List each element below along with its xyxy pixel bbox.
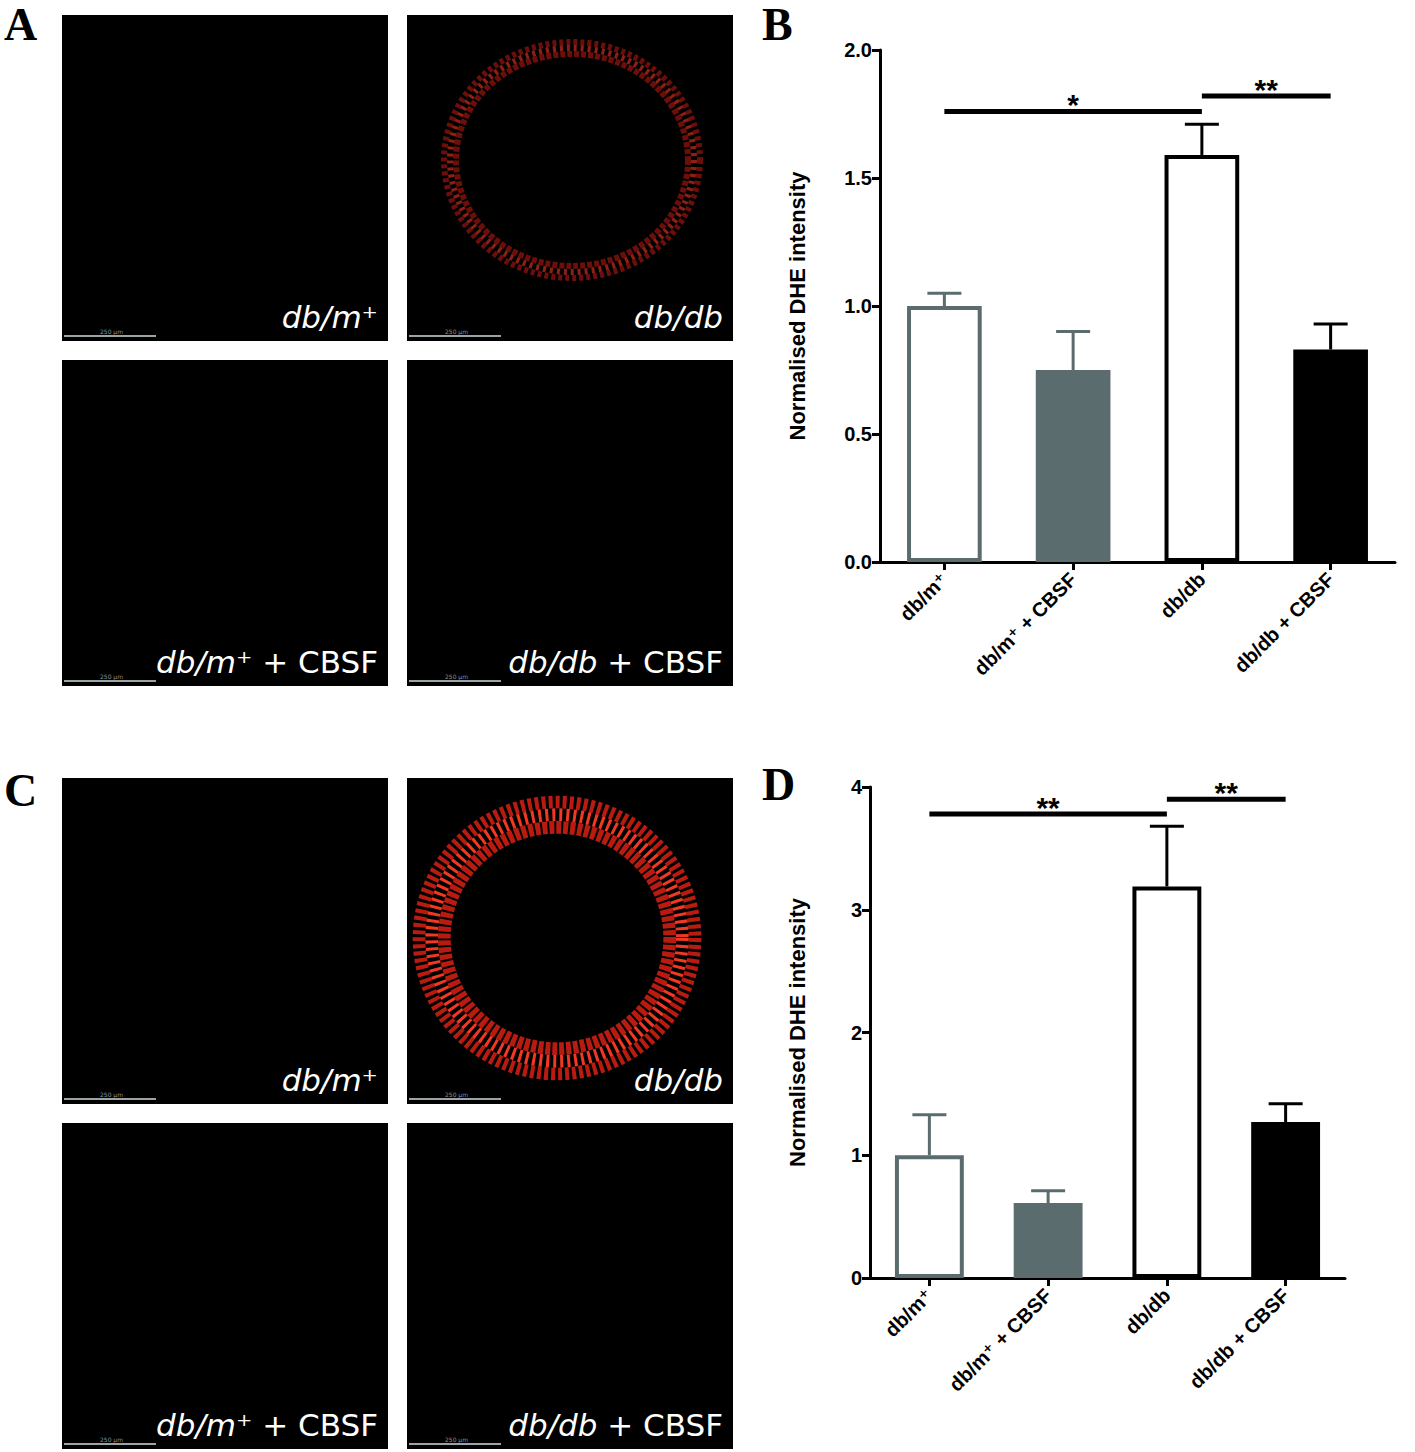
svg-text:Normalised DHE intensity: Normalised DHE intensity bbox=[785, 171, 810, 441]
svg-text:0: 0 bbox=[851, 1267, 862, 1289]
svg-text:1.5: 1.5 bbox=[844, 167, 872, 189]
html-text:250 µm: 250 µm bbox=[445, 1436, 468, 1443]
svg-text:db/m⁺ + CBSF: db/m⁺ + CBSF bbox=[945, 1284, 1056, 1395]
html-text:250 µm: 250 µm bbox=[100, 673, 123, 680]
svg-text:db/m⁺: db/m⁺ bbox=[880, 1284, 937, 1341]
html-text:250 µm: 250 µm bbox=[445, 328, 468, 335]
svg-text:db/db + CBSF: db/db + CBSF bbox=[1185, 1284, 1294, 1393]
svg-text:**: ** bbox=[1036, 791, 1060, 824]
svg-text:**: ** bbox=[1255, 73, 1279, 106]
html-text:db/db: db/db bbox=[633, 299, 723, 335]
html-text:A: A bbox=[4, 0, 38, 50]
svg-text:**: ** bbox=[1215, 776, 1239, 809]
html-text:250 µm: 250 µm bbox=[100, 1436, 123, 1443]
svg-text:2.0: 2.0 bbox=[844, 39, 872, 61]
html-text:B: B bbox=[762, 0, 793, 50]
svg-text:0.5: 0.5 bbox=[844, 423, 872, 445]
html-text:db/db + CBSF: db/db + CBSF bbox=[508, 1407, 723, 1443]
svg-text:1.0: 1.0 bbox=[844, 295, 872, 317]
svg-text:db/db + CBSF: db/db + CBSF bbox=[1230, 568, 1339, 677]
svg-text:4: 4 bbox=[851, 776, 863, 798]
html-text:250 µm: 250 µm bbox=[100, 1091, 123, 1098]
svg-text:db/db: db/db bbox=[1121, 1284, 1175, 1338]
html-text:db/m⁺: db/m⁺ bbox=[281, 1062, 378, 1098]
html-text:250 µm: 250 µm bbox=[100, 328, 123, 335]
html-text:C: C bbox=[4, 765, 38, 816]
html-text:250 µm: 250 µm bbox=[445, 673, 468, 680]
svg-text:*: * bbox=[1067, 88, 1079, 121]
html-text:D: D bbox=[762, 759, 796, 810]
html-text:db/db: db/db bbox=[633, 1062, 723, 1098]
svg-text:1: 1 bbox=[851, 1144, 862, 1166]
html-text:db/m⁺ + CBSF: db/m⁺ + CBSF bbox=[156, 644, 378, 680]
svg-text:0.0: 0.0 bbox=[844, 551, 872, 573]
svg-text:db/m⁺: db/m⁺ bbox=[895, 568, 952, 625]
svg-text:2: 2 bbox=[851, 1022, 862, 1044]
html-text:db/m⁺: db/m⁺ bbox=[281, 299, 378, 335]
svg-text:Normalised DHE intensity: Normalised DHE intensity bbox=[785, 897, 810, 1167]
svg-text:db/m⁺ + CBSF: db/m⁺ + CBSF bbox=[970, 568, 1081, 679]
svg-text:3: 3 bbox=[851, 899, 862, 921]
html-text:db/m⁺ + CBSF: db/m⁺ + CBSF bbox=[156, 1407, 378, 1443]
svg-text:db/db: db/db bbox=[1156, 568, 1210, 622]
html-text:db/db + CBSF: db/db + CBSF bbox=[508, 644, 723, 680]
html-text:250 µm: 250 µm bbox=[445, 1091, 468, 1098]
